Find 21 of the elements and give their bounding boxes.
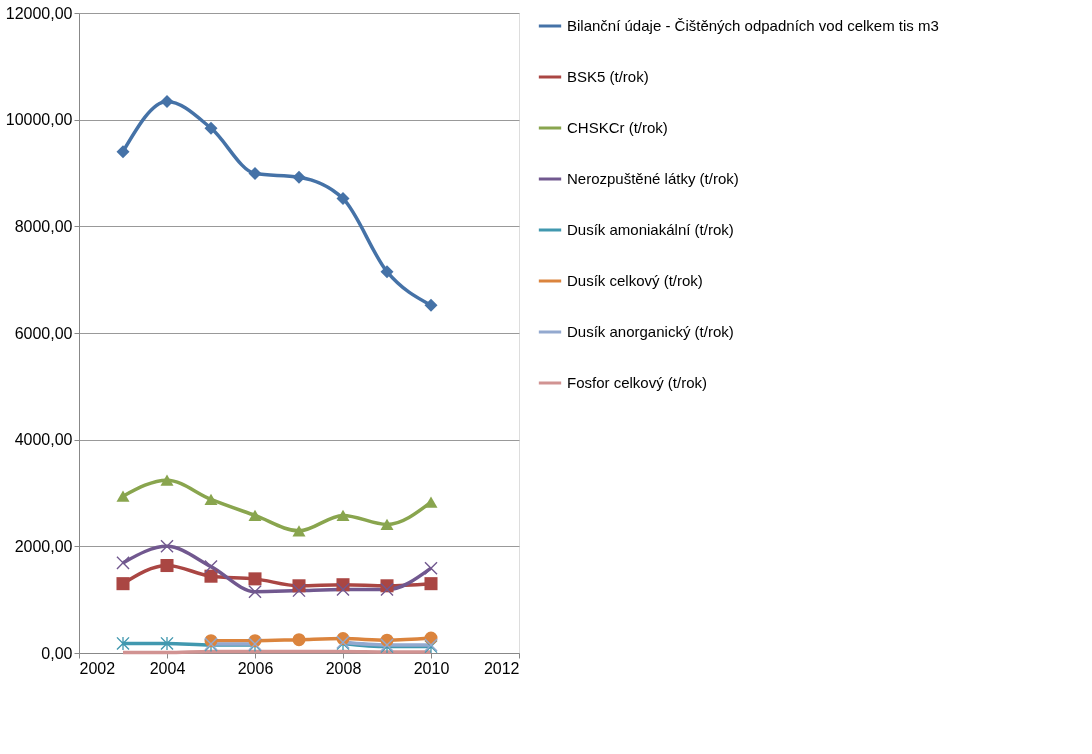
y-tick-label: 4000,00	[14, 431, 73, 449]
y-tick-label: 6000,00	[14, 324, 73, 342]
legend-label: Dusík amoniakální (t/rok)	[567, 221, 734, 238]
x-tick-label: 2004	[149, 659, 186, 677]
x-tick-label: 2012	[483, 659, 520, 677]
legend-label: Nerozpuštěné látky (t/rok)	[567, 170, 739, 187]
y-tick-label: 10000,00	[5, 111, 73, 129]
legend-label: CHSKCr (t/rok)	[567, 119, 668, 136]
y-tick-label: 0,00	[41, 644, 73, 662]
x-tick-label: 2008	[325, 659, 362, 677]
legend-label: Dusík anorganický (t/rok)	[567, 323, 734, 340]
legend-label: BSK5 (t/rok)	[567, 68, 649, 85]
x-tick-label: 2006	[237, 659, 274, 677]
y-tick-label: 8000,00	[14, 217, 73, 235]
y-tick-label: 12000,00	[5, 4, 73, 22]
x-tick-label: 2002	[79, 659, 116, 677]
x-tick-label: 2010	[413, 659, 450, 677]
legend-label: Dusík celkový (t/rok)	[567, 272, 703, 289]
legend-label: Bilanční údaje - Čištěných odpadních vod celkem tis m3	[567, 17, 939, 34]
y-tick-label: 2000,00	[14, 537, 73, 555]
legend-label: Fosfor celkový (t/rok)	[567, 374, 708, 391]
